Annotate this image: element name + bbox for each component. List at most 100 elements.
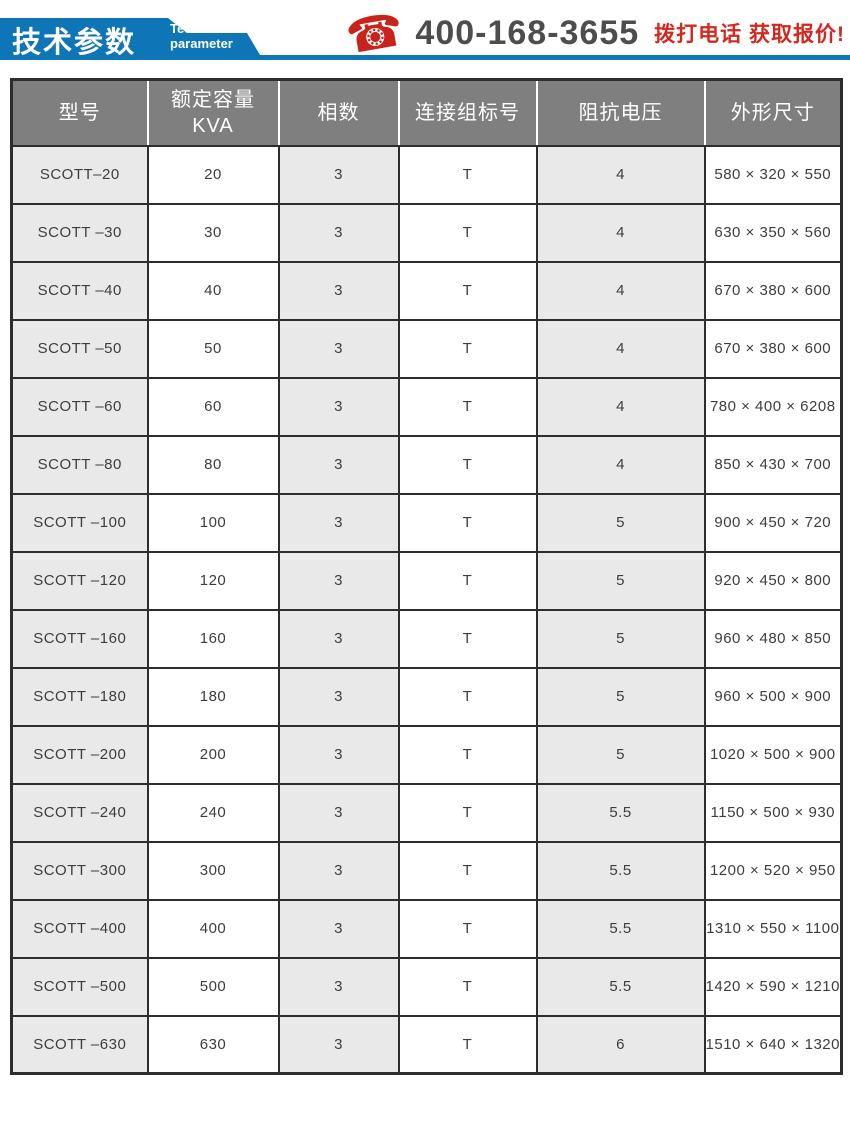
cell-capacity: 240 — [146, 782, 280, 843]
cell-dimensions: 1200 × 520 × 950 — [703, 840, 843, 901]
cell-phases: 3 — [277, 898, 400, 959]
cell-connection: T — [397, 318, 538, 379]
cell-model: SCOTT –240 — [10, 782, 149, 843]
table-header-row: 型号 额定容量 KVA 相数 连接组标号 阻抗电压 外形尺寸 — [11, 79, 842, 147]
cell-dimensions: 1510 × 640 × 1320 — [703, 1014, 843, 1075]
cell-impedance: 6 — [535, 1014, 706, 1075]
cell-capacity: 30 — [146, 202, 280, 263]
section-title-en: Technical parameter — [170, 21, 233, 51]
table-row: SCOTT –200 200 3 T 5 1020 × 500 × 900 — [10, 724, 843, 785]
cell-dimensions: 670 × 380 × 600 — [703, 260, 843, 321]
cell-connection: T — [397, 608, 538, 669]
cell-connection: T — [397, 376, 538, 437]
cell-capacity: 20 — [146, 144, 280, 205]
cell-connection: T — [397, 898, 538, 959]
cell-impedance: 5.5 — [535, 840, 706, 901]
cell-impedance: 5 — [535, 724, 706, 785]
table-row: SCOTT –80 80 3 T 4 850 × 430 × 700 — [10, 434, 843, 495]
cell-impedance: 5.5 — [535, 898, 706, 959]
cell-dimensions: 850 × 430 × 700 — [703, 434, 843, 495]
cell-phases: 3 — [277, 550, 400, 611]
cell-impedance: 4 — [535, 434, 706, 495]
header-impedance: 阻抗电压 — [536, 79, 706, 147]
cell-phases: 3 — [277, 1014, 400, 1075]
cell-phases: 3 — [277, 202, 400, 263]
table-row: SCOTT –180 180 3 T 5 960 × 500 × 900 — [10, 666, 843, 727]
cell-impedance: 4 — [535, 376, 706, 437]
cell-dimensions: 780 × 400 × 6208 — [703, 376, 843, 437]
table-row: SCOTT –120 120 3 T 5 920 × 450 × 800 — [10, 550, 843, 611]
cell-dimensions: 670 × 380 × 600 — [703, 318, 843, 379]
cell-dimensions: 960 × 500 × 900 — [703, 666, 843, 727]
cell-impedance: 5 — [535, 608, 706, 669]
table-row: SCOTT –240 240 3 T 5.5 1150 × 500 × 930 — [10, 782, 843, 843]
cell-dimensions: 630 × 350 × 560 — [703, 202, 843, 263]
cell-phases: 3 — [277, 666, 400, 727]
cell-connection: T — [397, 666, 538, 727]
table-row: SCOTT –40 40 3 T 4 670 × 380 × 600 — [10, 260, 843, 321]
cell-capacity: 400 — [146, 898, 280, 959]
cell-connection: T — [397, 840, 538, 901]
page-header: 技术参数 Technical parameter ☎ 400-168-3655 … — [0, 0, 850, 78]
technical-parameter-table: 型号 额定容量 KVA 相数 连接组标号 阻抗电压 外形尺寸 SCOTT–20 2… — [10, 78, 843, 1075]
cell-capacity: 50 — [146, 318, 280, 379]
cell-connection: T — [397, 550, 538, 611]
cell-connection: T — [397, 782, 538, 843]
header-capacity: 额定容量 KVA — [147, 79, 280, 147]
cell-impedance: 5 — [535, 666, 706, 727]
table-row: SCOTT –630 630 3 T 6 1510 × 640 × 1320 — [10, 1014, 843, 1075]
table-body: SCOTT–20 20 3 T 4 580 × 320 × 550 SCOTT –30 30 3… — [10, 144, 843, 1075]
cell-phases: 3 — [277, 318, 400, 379]
section-banner: 技术参数 Technical parameter — [0, 18, 260, 55]
cell-impedance: 4 — [535, 318, 706, 379]
telephone-icon: ☎ — [342, 2, 408, 64]
cell-phases: 3 — [277, 956, 400, 1017]
cell-model: SCOTT –500 — [10, 956, 149, 1017]
cell-model: SCOTT –50 — [10, 318, 149, 379]
cell-capacity: 300 — [146, 840, 280, 901]
header-phases: 相数 — [278, 79, 400, 147]
cell-dimensions: 1420 × 590 × 1210 — [703, 956, 843, 1017]
cell-capacity: 80 — [146, 434, 280, 495]
cell-phases: 3 — [277, 492, 400, 553]
section-title-cn: 技术参数 — [12, 27, 137, 59]
table-row: SCOTT–20 20 3 T 4 580 × 320 × 550 — [10, 144, 843, 205]
cell-phases: 3 — [277, 724, 400, 785]
table-row: SCOTT –100 100 3 T 5 900 × 450 × 720 — [10, 492, 843, 553]
cell-connection: T — [397, 144, 538, 205]
cell-dimensions: 920 × 450 × 800 — [703, 550, 843, 611]
cell-model: SCOTT –180 — [10, 666, 149, 727]
cell-connection: T — [397, 434, 538, 495]
cell-dimensions: 580 × 320 × 550 — [703, 144, 843, 205]
cell-impedance: 5.5 — [535, 782, 706, 843]
cell-capacity: 60 — [146, 376, 280, 437]
header-connection: 连接组标号 — [398, 79, 538, 147]
cell-impedance: 5 — [535, 492, 706, 553]
cell-phases: 3 — [277, 840, 400, 901]
cell-phases: 3 — [277, 434, 400, 495]
cell-model: SCOTT –40 — [10, 260, 149, 321]
table-row: SCOTT –400 400 3 T 5.5 1310 × 550 × 1100 — [10, 898, 843, 959]
cell-model: SCOTT –200 — [10, 724, 149, 785]
cell-dimensions: 1310 × 550 × 1100 — [703, 898, 843, 959]
cell-connection: T — [397, 202, 538, 263]
cell-model: SCOTT –400 — [10, 898, 149, 959]
cell-capacity: 160 — [146, 608, 280, 669]
cell-capacity: 40 — [146, 260, 280, 321]
cell-connection: T — [397, 492, 538, 553]
phone-number: 400-168-3655 — [415, 13, 640, 52]
cell-impedance: 4 — [535, 260, 706, 321]
cell-impedance: 4 — [535, 144, 706, 205]
header-divider-line — [0, 55, 850, 60]
cell-capacity: 180 — [146, 666, 280, 727]
cell-capacity: 120 — [146, 550, 280, 611]
cell-connection: T — [397, 956, 538, 1017]
cell-capacity: 630 — [146, 1014, 280, 1075]
table-row: SCOTT –160 160 3 T 5 960 × 480 × 850 — [10, 608, 843, 669]
table-row: SCOTT –60 60 3 T 4 780 × 400 × 6208 — [10, 376, 843, 437]
cell-model: SCOTT–20 — [10, 144, 149, 205]
cell-model: SCOTT –630 — [10, 1014, 149, 1075]
cell-impedance: 5.5 — [535, 956, 706, 1017]
header-dimensions: 外形尺寸 — [704, 79, 842, 147]
cell-connection: T — [397, 724, 538, 785]
